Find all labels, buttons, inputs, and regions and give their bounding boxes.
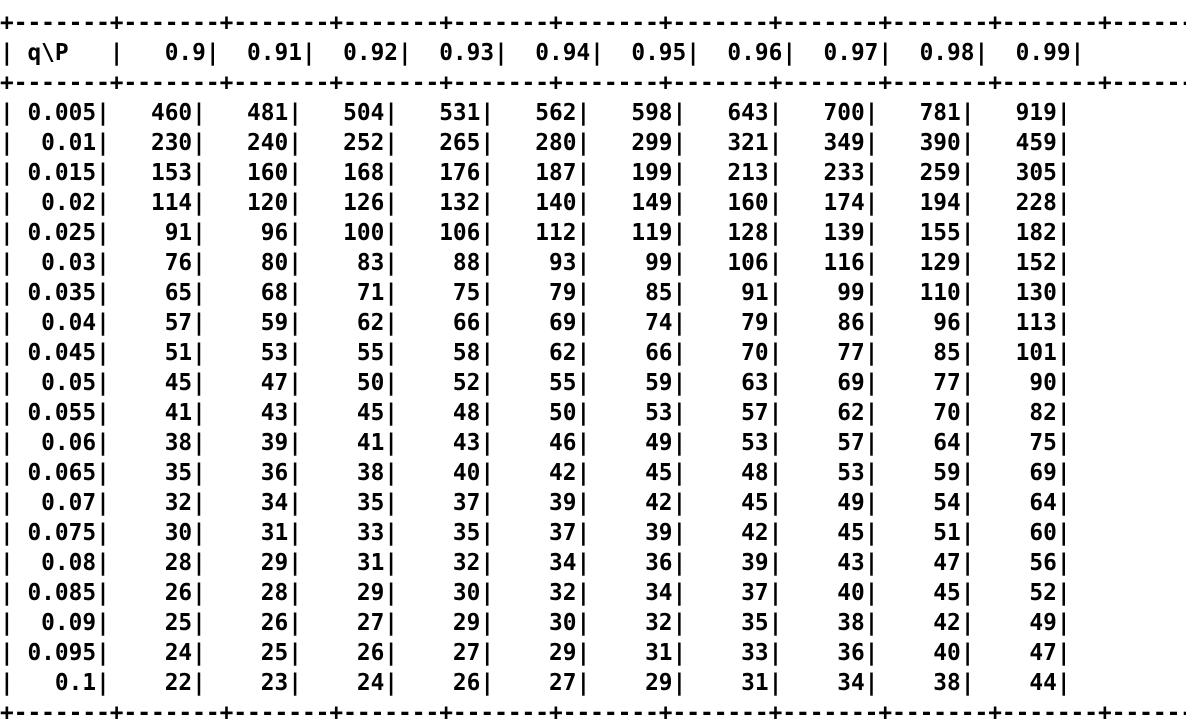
table-row: | 0.09| 25| 26| 27| 29| 30| 32| 35| 38| … xyxy=(0,610,1071,636)
table-row: | 0.1| 22| 23| 24| 26| 27| 29| 31| 34| 3… xyxy=(0,670,1071,696)
table-row: | 0.03| 76| 80| 83| 88| 93| 99| 106| 116… xyxy=(0,250,1071,276)
table-row: | 0.05| 45| 47| 50| 52| 55| 59| 63| 69| … xyxy=(0,370,1071,396)
table-row: | 0.02| 114| 120| 126| 132| 140| 149| 16… xyxy=(0,190,1071,216)
table-row: | 0.075| 30| 31| 33| 35| 37| 39| 42| 45|… xyxy=(0,520,1071,546)
table-row: | 0.04| 57| 59| 62| 66| 69| 74| 79| 86| … xyxy=(0,310,1071,336)
table-row: | 0.025| 91| 96| 100| 106| 112| 119| 128… xyxy=(0,220,1071,246)
table-row: | 0.08| 28| 29| 31| 32| 34| 36| 39| 43| … xyxy=(0,550,1071,576)
table-row: | 0.06| 38| 39| 41| 43| 46| 49| 53| 57| … xyxy=(0,430,1071,456)
table-row: | 0.055| 41| 43| 45| 48| 50| 53| 57| 62|… xyxy=(0,400,1071,426)
table-row: | 0.005| 460| 481| 504| 531| 562| 598| 6… xyxy=(0,100,1071,126)
table-row: | 0.085| 26| 28| 29| 30| 32| 34| 37| 40|… xyxy=(0,580,1071,606)
table-row: | 0.07| 32| 34| 35| 37| 39| 42| 45| 49| … xyxy=(0,490,1071,516)
table-border-header: +-------+-------+-------+-------+-------… xyxy=(0,70,1186,96)
table-row: | 0.045| 51| 53| 55| 58| 62| 66| 70| 77|… xyxy=(0,340,1071,366)
table-header-row: | q\P | 0.9| 0.91| 0.92| 0.93| 0.94| 0.9… xyxy=(0,40,1085,66)
table-row: | 0.095| 24| 25| 26| 27| 29| 31| 33| 36|… xyxy=(0,640,1071,666)
table-row: | 0.015| 153| 160| 168| 176| 187| 199| 2… xyxy=(0,160,1071,186)
table-border-top: +-------+-------+-------+-------+-------… xyxy=(0,10,1186,36)
table-row: | 0.035| 65| 68| 71| 75| 79| 85| 91| 99|… xyxy=(0,280,1071,306)
ascii-table: +-------+-------+-------+-------+-------… xyxy=(0,8,1186,728)
table-row: | 0.065| 35| 36| 38| 40| 42| 45| 48| 53|… xyxy=(0,460,1071,486)
table-row: | 0.01| 230| 240| 252| 265| 280| 299| 32… xyxy=(0,130,1071,156)
table-border-bottom: +-------+-------+-------+-------+-------… xyxy=(0,700,1186,726)
